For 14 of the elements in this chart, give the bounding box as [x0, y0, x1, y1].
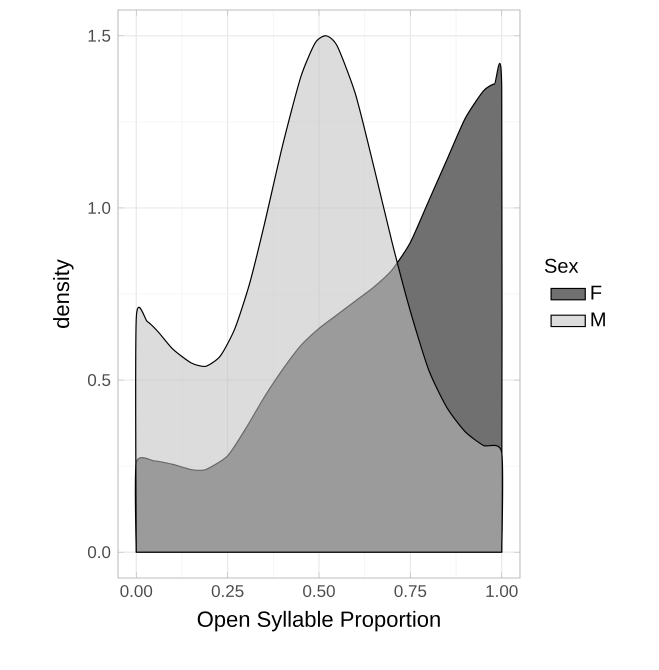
legend-title: Sex: [544, 258, 578, 273]
x-tick-label: 0.50: [303, 585, 335, 598]
x-tick-label: 0.75: [394, 585, 426, 598]
legend-label: M: [591, 312, 605, 326]
y-tick-label: 1.5: [88, 30, 110, 42]
x-tick-label: 1.00: [486, 585, 518, 598]
y-axis-title: density: [53, 259, 74, 328]
x-axis-title: Open Syllable Proportion: [198, 610, 440, 632]
x-tick-label: 0.25: [212, 585, 244, 598]
x-tick-label: 0.00: [120, 585, 152, 598]
y-tick-label: 0.5: [88, 374, 110, 386]
y-tick-label: 0.0: [88, 546, 110, 558]
legend-label: F: [591, 286, 602, 300]
y-tick-label: 1.0: [88, 202, 110, 214]
